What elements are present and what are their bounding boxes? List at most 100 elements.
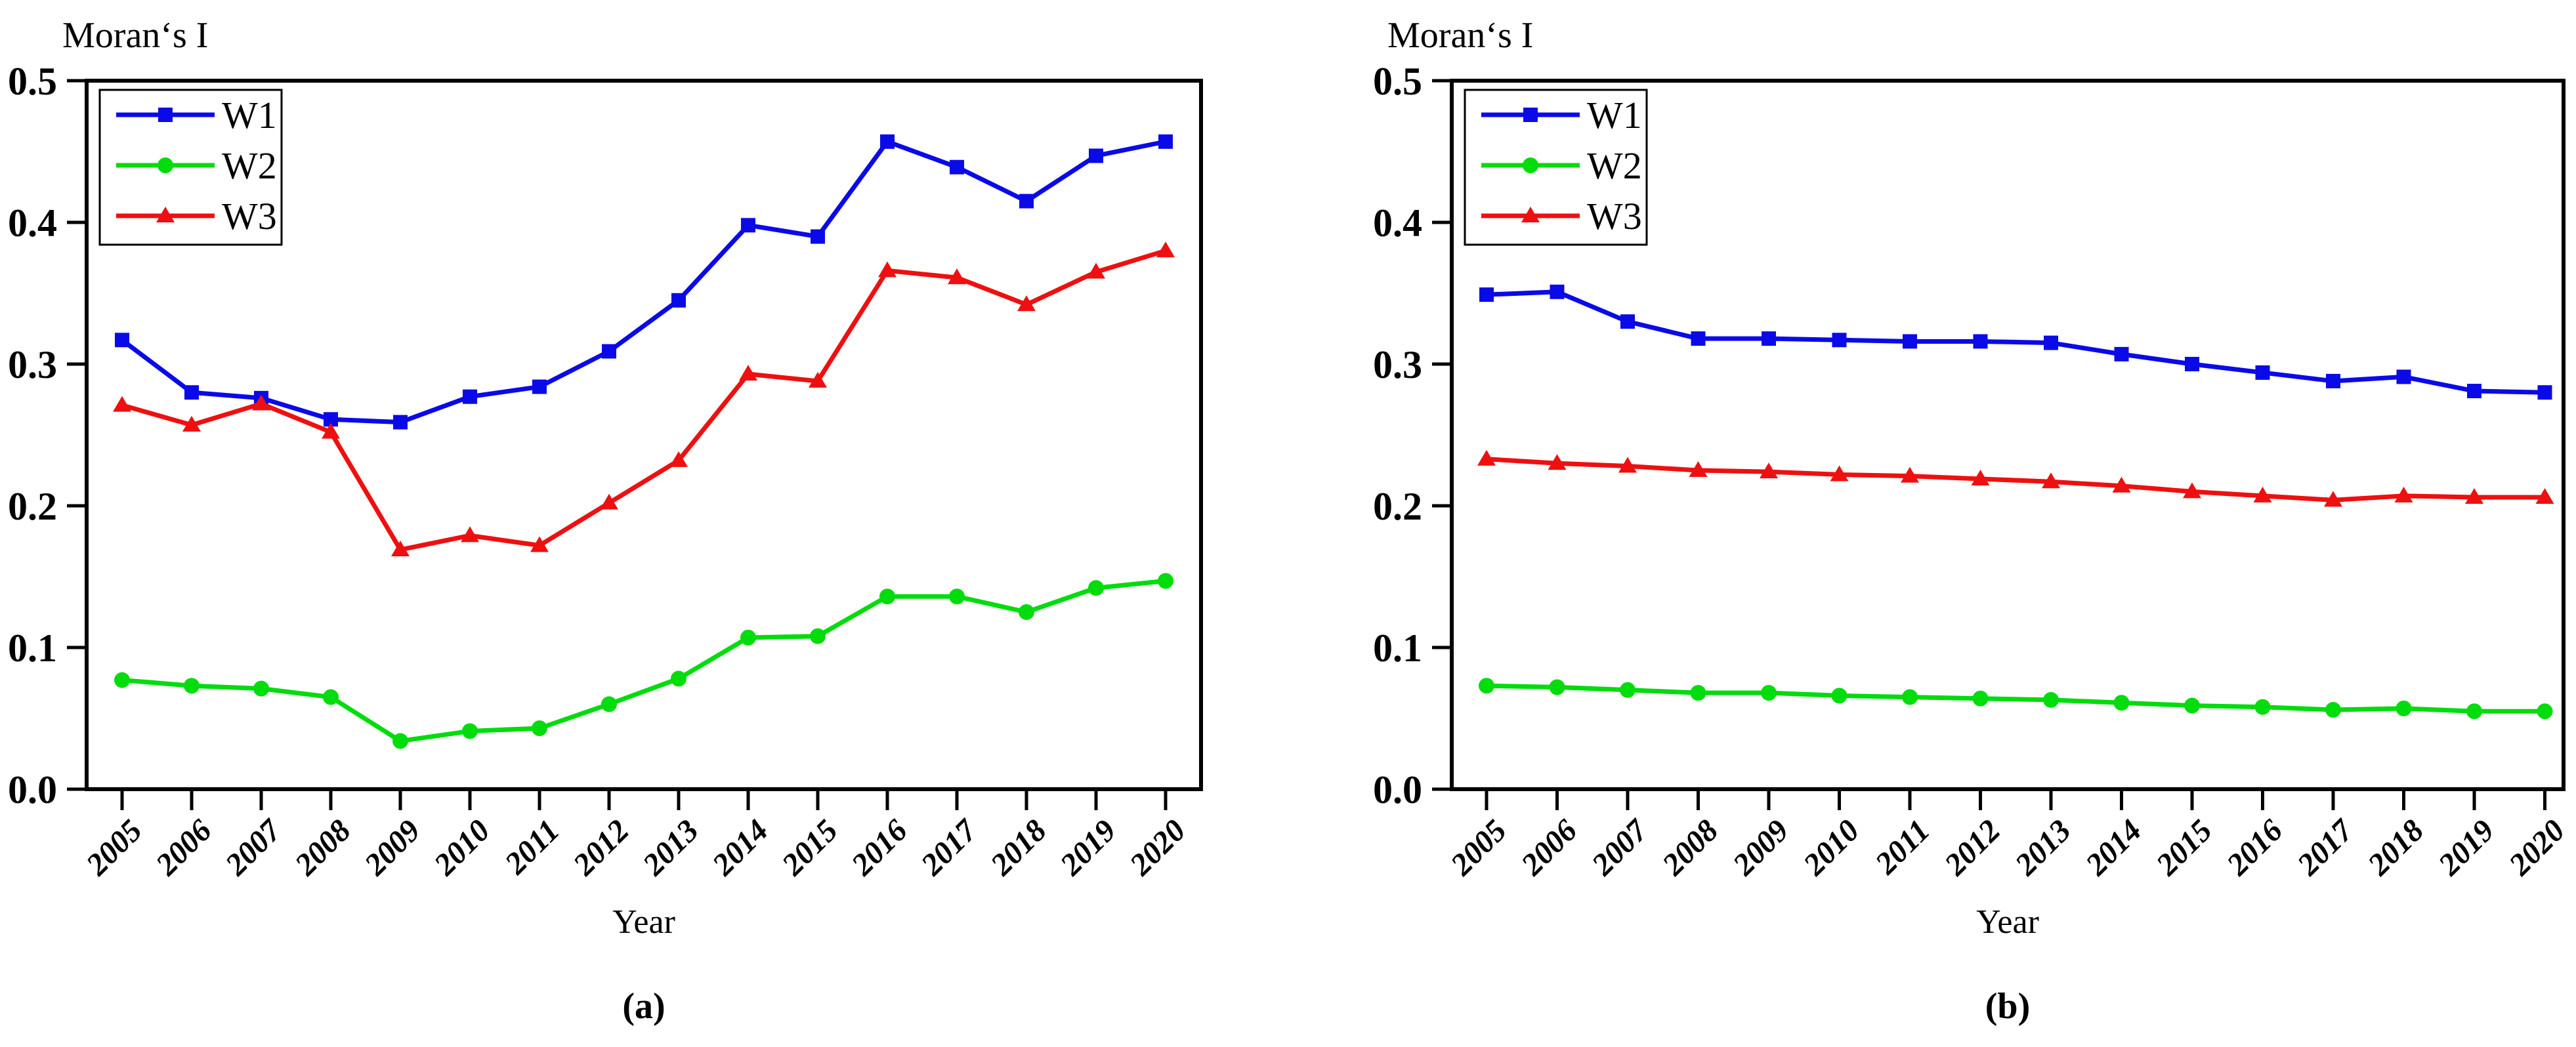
chart-panel-b: Moran‘s I 0.0 0.1 0.2 0.3 0.4 0.5 2005 2006 2007… [1288, 0, 2576, 1047]
data-point-W3 [252, 394, 270, 411]
data-point-W3 [1477, 449, 1496, 466]
x-tick-label: 2005 [79, 813, 149, 882]
data-point-W2 [879, 588, 895, 605]
data-point-W2 [2325, 702, 2341, 718]
x-tick-label: 2014 [706, 813, 775, 882]
y-tick-label: 0.2 [8, 485, 57, 528]
data-point-W1 [671, 293, 686, 308]
x-tick-label: 2010 [1796, 813, 1866, 882]
data-point-W1 [602, 344, 616, 359]
data-point-W2 [1088, 580, 1104, 596]
data-point-W1 [463, 389, 477, 404]
legend-label-W2: W2 [222, 144, 277, 187]
data-point-W1 [2396, 369, 2411, 384]
legend-label-W2: W2 [1587, 144, 1642, 187]
data-point-W1 [2255, 365, 2270, 380]
data-point-W3 [2042, 472, 2060, 489]
x-tick-label: 2013 [636, 813, 706, 882]
data-point-W1 [115, 333, 129, 348]
data-point-W3 [1901, 466, 1919, 483]
data-point-W2 [1902, 689, 1918, 705]
data-point-W3 [2394, 486, 2413, 503]
data-point-W1 [811, 229, 825, 244]
series-W3 [1477, 449, 2554, 507]
x-tick-label: 2011 [1869, 813, 1937, 881]
data-point-W3 [2535, 488, 2554, 504]
data-point-W3 [1971, 469, 1990, 485]
data-point-W2 [392, 733, 408, 749]
data-point-W3 [2253, 486, 2272, 503]
data-point-W1 [1973, 334, 1988, 349]
series-W1 [1479, 284, 2552, 400]
data-point-W2 [253, 680, 269, 697]
data-point-W3 [600, 493, 618, 510]
y-tick-label: 0.1 [1373, 626, 1422, 670]
caption-b: (b) [1985, 986, 2031, 1027]
plot-border [85, 79, 1203, 791]
series-W3 [113, 241, 1175, 556]
data-point-W1 [741, 218, 755, 233]
data-point-W2 [1620, 682, 1636, 698]
data-point-W1 [1019, 194, 1034, 209]
x-tick-label: 2008 [1655, 813, 1725, 882]
x-tick-label: 2012 [566, 813, 636, 882]
data-point-W2 [1019, 604, 1034, 620]
data-point-W3 [1689, 461, 1708, 477]
series-line-W3 [1486, 457, 2545, 503]
y-tick-label: 0.1 [8, 626, 57, 670]
data-point-W2 [2254, 699, 2271, 715]
data-point-W1 [2467, 384, 2481, 399]
series-line-W1 [1486, 289, 2545, 395]
data-point-W1 [1620, 314, 1635, 329]
data-point-W2 [2184, 697, 2200, 714]
x-tick-label: 2020 [2502, 813, 2571, 882]
x-tick-label: 2019 [2432, 813, 2501, 882]
x-tick-label: 2016 [2220, 813, 2289, 882]
y-tick-label: 0.3 [1373, 343, 1422, 386]
series-line-W1 [120, 138, 1166, 425]
data-point-W2 [601, 696, 617, 712]
legend-marker-W2 [1523, 157, 1538, 173]
legend: W1 W2 W3 [1464, 89, 1648, 246]
legend-marker-W1 [1523, 108, 1538, 122]
y-tick-label: 0.4 [1373, 201, 1422, 245]
data-point-W2 [740, 629, 756, 646]
y-axis-title-a: Moran‘s I [62, 15, 209, 56]
data-point-W1 [1691, 331, 1706, 346]
data-point-W1 [2537, 385, 2552, 400]
series-W2 [1479, 678, 2553, 720]
x-tick-label: 2009 [1726, 813, 1796, 882]
data-point-W1 [1762, 331, 1776, 346]
data-point-W2 [184, 678, 200, 694]
series-line-W3 [121, 248, 1167, 552]
data-point-W1 [1479, 287, 1494, 302]
data-point-W3 [391, 540, 410, 556]
data-point-W2 [532, 720, 547, 737]
data-point-W2 [810, 628, 826, 644]
data-point-W1 [1158, 134, 1173, 149]
x-tick-label: 2016 [845, 813, 914, 882]
data-point-W2 [114, 672, 130, 688]
data-point-W1 [393, 415, 408, 430]
data-point-W3 [669, 451, 688, 467]
x-tick-label: 2018 [984, 813, 1053, 882]
x-tick-label: 2017 [914, 812, 984, 882]
legend-label-W1: W1 [1587, 94, 1642, 136]
data-point-W1 [1903, 334, 1917, 349]
data-point-W3 [182, 415, 201, 432]
x-tick-label: 2019 [1053, 813, 1123, 882]
x-tick-label: 2017 [2291, 812, 2361, 882]
data-point-W3 [1548, 454, 1567, 470]
data-point-W3 [739, 365, 757, 381]
y-tick-label: 0.0 [8, 768, 57, 811]
legend-marker-W1 [158, 108, 173, 122]
data-point-W2 [2043, 691, 2059, 708]
data-point-W2 [671, 670, 686, 687]
y-tick-label: 0.2 [1373, 485, 1422, 528]
data-point-W3 [1830, 465, 1849, 482]
x-tick-label: 2009 [358, 813, 427, 882]
x-axis-label-a: Year [612, 903, 675, 941]
series-line-W2 [1486, 683, 2545, 714]
data-point-W1 [2185, 357, 2199, 371]
